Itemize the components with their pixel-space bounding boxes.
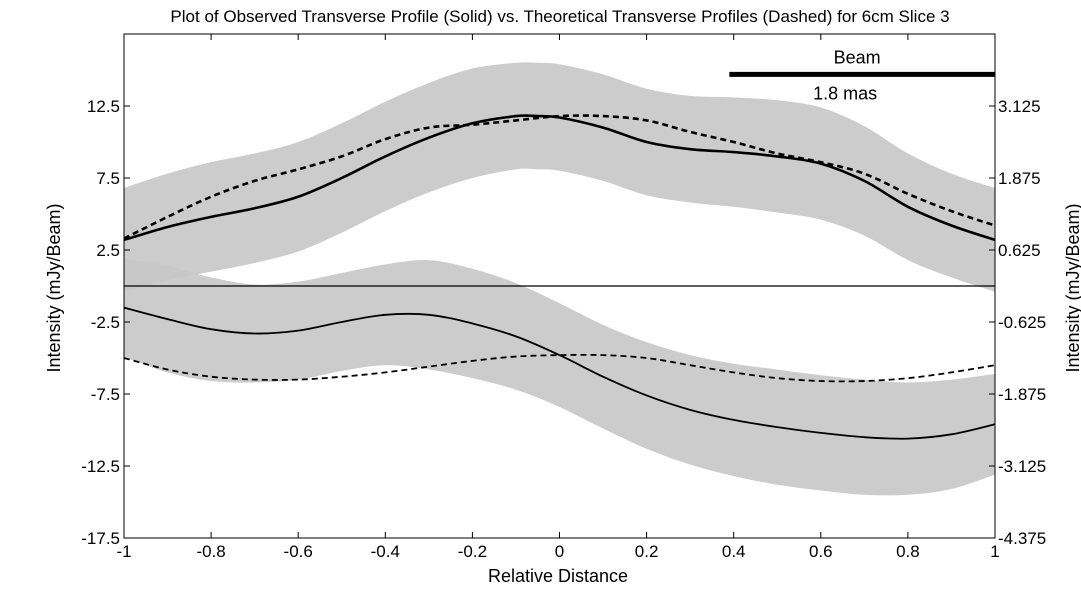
beam-indicator: Beam 1.8 mas xyxy=(729,47,995,103)
error-bands xyxy=(124,62,995,496)
series-line-3 xyxy=(123,353,996,383)
y-right-tick-label: 0.625 xyxy=(998,241,1041,260)
beam-label: Beam xyxy=(834,47,881,67)
series-line-1 xyxy=(123,114,996,240)
y-tick-label: -17.5 xyxy=(81,529,120,548)
x-tick-label: -0.4 xyxy=(371,542,400,561)
y-tick-label: -2.5 xyxy=(91,313,120,332)
y-tick-label: 2.5 xyxy=(96,241,120,260)
x-tick-label: -0.6 xyxy=(284,542,313,561)
x-tick-label: -0.2 xyxy=(458,542,487,561)
x-tick-label: 0.2 xyxy=(635,542,659,561)
x-tick-label: -1 xyxy=(116,542,131,561)
y-tick-label: 12.5 xyxy=(87,97,120,116)
y-right-tick-label: 3.125 xyxy=(998,97,1041,116)
series-lines xyxy=(123,114,996,440)
error-band-0 xyxy=(124,62,995,292)
x-tick-label: 0.6 xyxy=(809,542,833,561)
x-tick-label: 0.4 xyxy=(722,542,746,561)
y-axis-label: Intensity (mJy/Beam) xyxy=(44,203,64,372)
axes: -1 -0.8 -0.6 -0.4 -0.2 0 0.2 0.4 0.6 0.8 1 -17.5 -12… xyxy=(81,33,1046,561)
y-right-tick-label: -4.375 xyxy=(998,529,1046,548)
y-axis-label-right: Intensity (mJy/Beam) xyxy=(1063,203,1081,372)
beam-size-label: 1.8 mas xyxy=(813,83,877,103)
y-tick-label: -12.5 xyxy=(81,457,120,476)
x-axis-label: Relative Distance xyxy=(488,566,628,586)
x-tick-label: 0 xyxy=(555,542,564,561)
y-right-tick-label: -0.625 xyxy=(998,313,1046,332)
error-band-2 xyxy=(124,258,995,496)
y-right-tick-label: 1.875 xyxy=(998,169,1041,188)
y-right-tick-label: -3.125 xyxy=(998,457,1046,476)
y-tick-label: 7.5 xyxy=(96,169,120,188)
chart-title: Plot of Observed Transverse Profile (Sol… xyxy=(170,7,949,26)
y-right-tick-label: -1.875 xyxy=(998,385,1046,404)
series-line-2 xyxy=(123,306,996,440)
x-tick-label: 0.8 xyxy=(896,542,920,561)
x-tick-label: 1 xyxy=(990,542,999,561)
x-tick-label: -0.8 xyxy=(196,542,225,561)
y-tick-label: -7.5 xyxy=(91,385,120,404)
